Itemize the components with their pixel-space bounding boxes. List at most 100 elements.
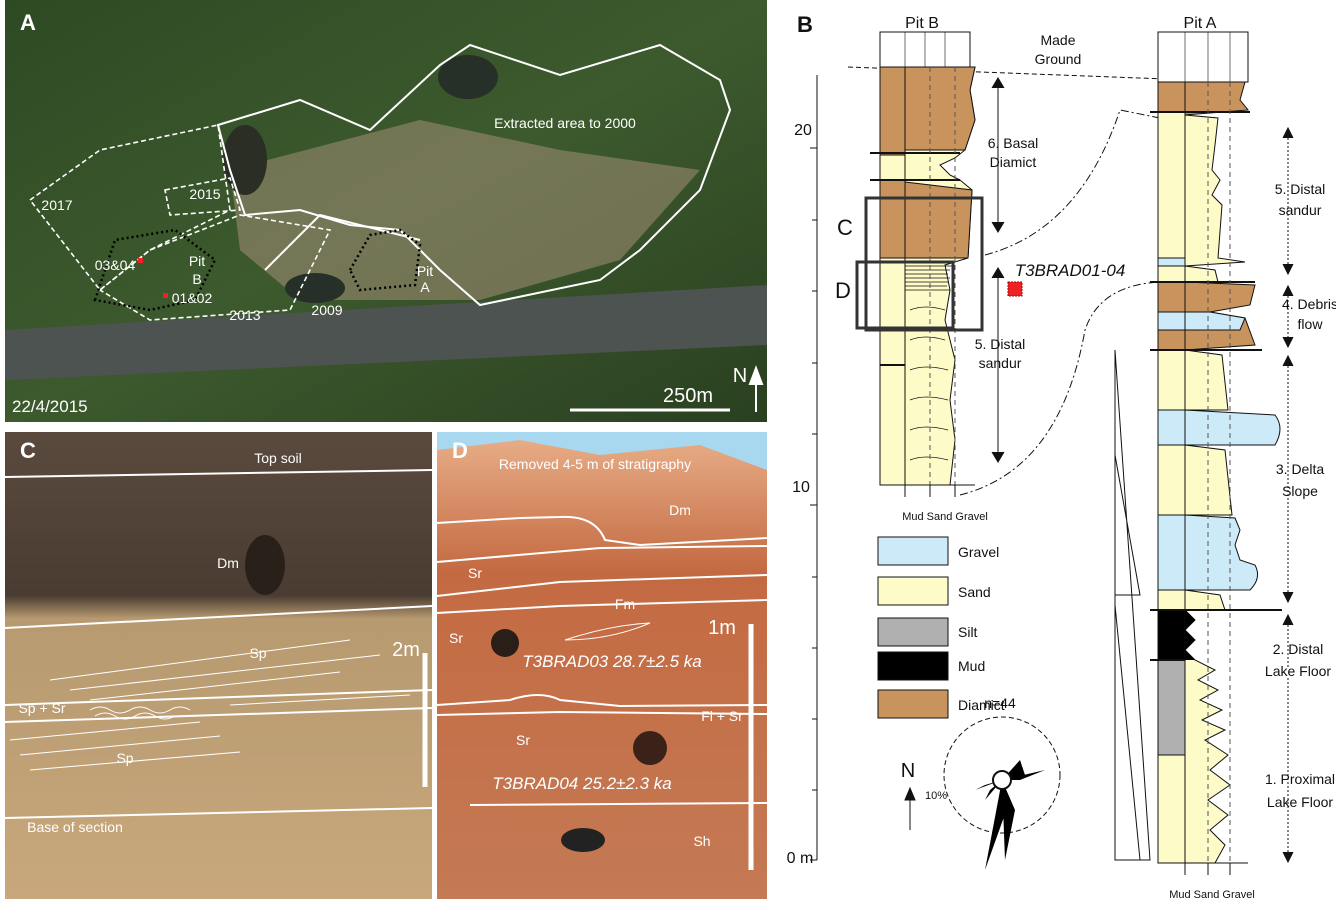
- unit-label: Dm: [217, 555, 239, 571]
- legend-label: Diamict: [958, 697, 1005, 713]
- scale-label: 2m: [392, 639, 420, 661]
- pit-a-outline: [348, 228, 422, 292]
- unit-label: 3. Delta: [1276, 461, 1324, 477]
- unit-boundary: [436, 545, 768, 563]
- pit-label: A: [420, 279, 430, 295]
- diamict-unit: [879, 179, 906, 259]
- area-label: 2017: [41, 197, 72, 213]
- gravel-unit: [1157, 514, 1186, 591]
- bed-boundary: [1150, 111, 1282, 661]
- sample-label: 01&02: [172, 290, 213, 306]
- unit-label: Sr: [449, 630, 463, 646]
- unit-label: Base of section: [27, 819, 123, 835]
- scale-label: 1m: [708, 617, 736, 639]
- legend-label: Sand: [958, 584, 991, 600]
- unit-label: sandur: [979, 355, 1022, 371]
- diamict-unit: [879, 66, 906, 156]
- unit-boundary: [469, 802, 768, 806]
- boundary-2009: [264, 213, 421, 271]
- unit-label: Sp: [249, 645, 266, 661]
- extraction-boundary: [216, 43, 732, 307]
- unit-range-arrow: [1282, 126, 1294, 864]
- rose-petals: [975, 760, 1045, 870]
- unit-label: 2. Distal: [1273, 641, 1324, 657]
- diamict-unit: [1157, 81, 1186, 113]
- panel-letter: B: [797, 12, 813, 37]
- photo-location-d: [855, 260, 955, 330]
- unit-label: Made: [1040, 32, 1075, 48]
- log-title: Pit B: [905, 15, 939, 32]
- photo: [5, 432, 432, 899]
- bed-boundary: [870, 152, 960, 366]
- sample-hole: [491, 629, 519, 657]
- ripples: [89, 706, 191, 720]
- lens: [564, 622, 651, 641]
- silt-unit: [1157, 659, 1186, 756]
- unit-boundary: [4, 605, 433, 629]
- mud-profile: [1185, 610, 1195, 660]
- grain-profile: [1184, 114, 1246, 283]
- panel-b: B Pit B Pit A Made Ground 20 10 0 m Mud …: [787, 12, 1336, 899]
- made-ground-box: [1157, 31, 1249, 83]
- unit-boundary: [4, 707, 433, 723]
- area-label: 2013: [229, 307, 260, 323]
- unit-label: Removed 4-5 m of stratigraphy: [499, 456, 691, 472]
- depth-label: 20: [794, 122, 812, 139]
- unit-boundary: [4, 469, 433, 478]
- scale-label: 250m: [663, 385, 713, 407]
- north-label: N: [901, 760, 915, 782]
- grain-axis: [1158, 862, 1248, 875]
- unit-label: Sr: [468, 565, 482, 581]
- unit-label: 5. Distal: [975, 336, 1026, 352]
- sample-age: T3BRAD04 25.2±2.3 ka: [492, 774, 671, 793]
- gravel-unit: [1157, 311, 1186, 331]
- grain-grid: [929, 67, 956, 485]
- depth-label: 0 m: [787, 850, 814, 867]
- boundary-2017: [28, 124, 231, 292]
- unit-label: Sr: [516, 732, 530, 748]
- legend-swatch: [877, 651, 949, 681]
- grain-grid: [904, 32, 946, 67]
- compass: [561, 828, 605, 852]
- fining-triangle: [1114, 349, 1151, 861]
- panel-c: C Top soil Dm Sp Sp + Sr Sp 2m Base of s…: [4, 432, 433, 899]
- unit-label: Fm: [615, 596, 635, 612]
- sample-age: T3BRAD03 28.7±2.5 ka: [522, 652, 701, 671]
- correlation-line: [984, 109, 1161, 256]
- grain-profile: [1184, 608, 1231, 864]
- lake: [438, 55, 498, 99]
- grain-axis-label: Mud Sand Gravel: [902, 511, 988, 523]
- panel-a: A Extracted area to 2000 2017 2015 2013 …: [5, 0, 767, 422]
- unit-label: Sp + Sr: [18, 700, 65, 716]
- unit-label: 4. Debris: [1282, 296, 1336, 312]
- lake: [285, 273, 345, 303]
- unit-label: 5. Distal: [1275, 181, 1326, 197]
- depth-tick: [810, 147, 817, 861]
- gravel-profile: [1184, 514, 1259, 591]
- grain-axis: [880, 484, 975, 497]
- rose-circle: [943, 716, 1061, 834]
- mud-unit: [1157, 609, 1186, 661]
- legend-swatch: [877, 689, 949, 719]
- unit-label: flow: [1298, 316, 1324, 332]
- unit-label: 1. Proximal: [1265, 771, 1335, 787]
- area-label: Extracted area to 2000: [494, 115, 636, 131]
- unit-range-arrow: [991, 77, 1005, 463]
- rose-count: n=44: [984, 695, 1016, 711]
- unit-boundary: [436, 599, 768, 614]
- unit-boundary: [4, 689, 433, 706]
- unit-label: Slope: [1282, 483, 1318, 499]
- unit-boundary: [436, 694, 768, 708]
- legend-swatch: [877, 576, 949, 606]
- sample-label: T3BRAD01-04: [1015, 261, 1126, 280]
- gravel-unit: [1157, 257, 1186, 267]
- north-arrow: [748, 365, 764, 412]
- unit-label: Dm: [669, 502, 691, 518]
- pit-label: B: [192, 271, 201, 287]
- legend-label: Gravel: [958, 544, 999, 560]
- sample-marker: [1007, 281, 1023, 297]
- legend-swatch: [877, 617, 949, 647]
- unit-boundary: [436, 515, 768, 547]
- depth-label: 10: [792, 479, 810, 496]
